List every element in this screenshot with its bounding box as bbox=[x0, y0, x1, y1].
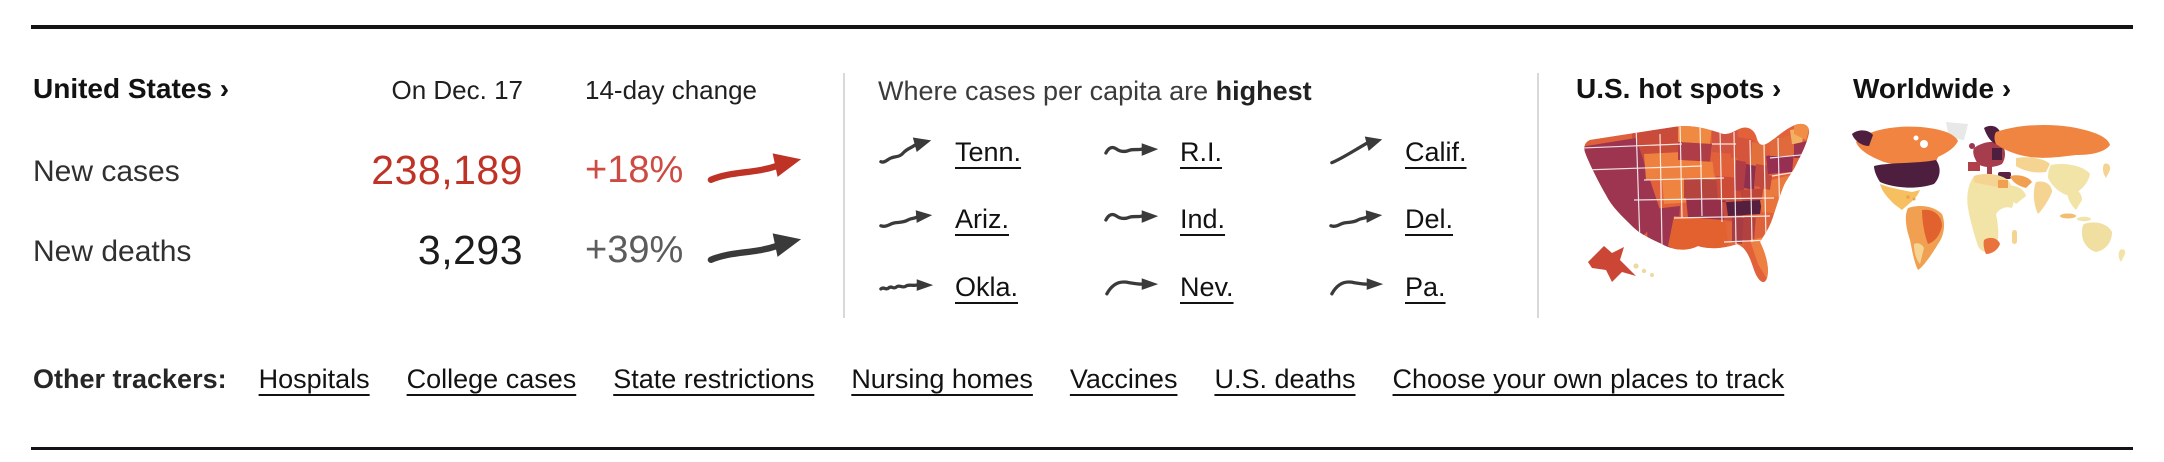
trend-arrow-icon bbox=[879, 137, 932, 164]
trend-arrow-icon bbox=[1104, 210, 1159, 223]
deaths-trend-arrow-icon bbox=[707, 233, 802, 263]
trend-arrow-icon bbox=[1330, 136, 1383, 165]
state-trend-item: Del. bbox=[1328, 199, 1453, 239]
state-trend-item: Calif. bbox=[1328, 132, 1467, 172]
other-trackers-label: Other trackers: bbox=[33, 364, 227, 394]
trend-arrow-icon bbox=[1330, 278, 1384, 296]
new-cases-value: 238,189 bbox=[371, 147, 523, 193]
us-hot-spots-link[interactable]: U.S. hot spots › bbox=[1576, 73, 1782, 104]
new-deaths-label: New deaths bbox=[33, 235, 192, 268]
state-trend-item: R.I. bbox=[1103, 132, 1222, 172]
state-link-tenn[interactable]: Tenn. bbox=[955, 136, 1022, 167]
tracker-link-nursing-homes[interactable]: Nursing homes bbox=[851, 364, 1033, 394]
state-trend-item: Ariz. bbox=[878, 199, 1009, 239]
trend-arrow-icon bbox=[879, 279, 934, 291]
new-deaths-value: 3,293 bbox=[417, 227, 523, 273]
new-cases-label: New cases bbox=[33, 155, 180, 188]
tracker-link-hospitals[interactable]: Hospitals bbox=[258, 364, 370, 394]
tracker-link-college-cases[interactable]: College cases bbox=[406, 364, 577, 394]
trend-arrow-icon bbox=[1105, 278, 1159, 296]
top-rule bbox=[31, 25, 2133, 29]
state-trend-item: Tenn. bbox=[878, 132, 1021, 172]
state-link-pa[interactable]: Pa. bbox=[1405, 271, 1446, 302]
tracker-link-choose-places[interactable]: Choose your own places to track bbox=[1392, 364, 1785, 394]
state-link-okla[interactable]: Okla. bbox=[955, 271, 1019, 302]
trend-arrow-icon bbox=[1104, 143, 1159, 156]
state-link-nev[interactable]: Nev. bbox=[1180, 271, 1234, 302]
state-trend-item: Okla. bbox=[878, 267, 1018, 307]
state-link-ri[interactable]: R.I. bbox=[1180, 136, 1223, 167]
trend-arrow-icon bbox=[879, 210, 933, 228]
per-capita-heading: Where cases per capita are highest bbox=[878, 76, 1312, 107]
tracker-link-state-restrictions[interactable]: State restrictions bbox=[613, 364, 815, 394]
state-trend-item: Nev. bbox=[1103, 267, 1234, 307]
per-capita-heading-prefix: Where cases per capita are bbox=[878, 76, 1216, 106]
bottom-rule bbox=[31, 447, 2133, 450]
per-capita-heading-emphasis: highest bbox=[1215, 76, 1312, 106]
divider bbox=[843, 73, 845, 318]
tracker-link-us-deaths[interactable]: U.S. deaths bbox=[1214, 364, 1356, 394]
worldwide-link[interactable]: Worldwide › bbox=[1853, 73, 2012, 104]
state-link-ind[interactable]: Ind. bbox=[1180, 203, 1226, 234]
divider bbox=[1537, 73, 1539, 318]
worldwide-map[interactable] bbox=[1846, 120, 2140, 274]
new-deaths-change: +39% bbox=[585, 229, 684, 271]
us-hot-spots-map[interactable] bbox=[1574, 114, 1820, 308]
state-link-ariz[interactable]: Ariz. bbox=[955, 203, 1009, 234]
state-trend-item: Pa. bbox=[1328, 267, 1446, 307]
united-states-link[interactable]: United States › bbox=[33, 73, 230, 104]
other-trackers-bar: Other trackers: Hospitals College cases … bbox=[33, 364, 1784, 395]
tracker-link-vaccines[interactable]: Vaccines bbox=[1069, 364, 1178, 394]
state-link-del[interactable]: Del. bbox=[1405, 203, 1454, 234]
state-link-calif[interactable]: Calif. bbox=[1405, 136, 1467, 167]
trend-arrow-icon bbox=[1329, 210, 1383, 228]
column-header-date: On Dec. 17 bbox=[391, 75, 523, 105]
cases-trend-arrow-icon bbox=[707, 153, 802, 183]
new-cases-change: +18% bbox=[585, 149, 684, 191]
state-trend-item: Ind. bbox=[1103, 199, 1225, 239]
column-header-change: 14-day change bbox=[585, 75, 758, 105]
